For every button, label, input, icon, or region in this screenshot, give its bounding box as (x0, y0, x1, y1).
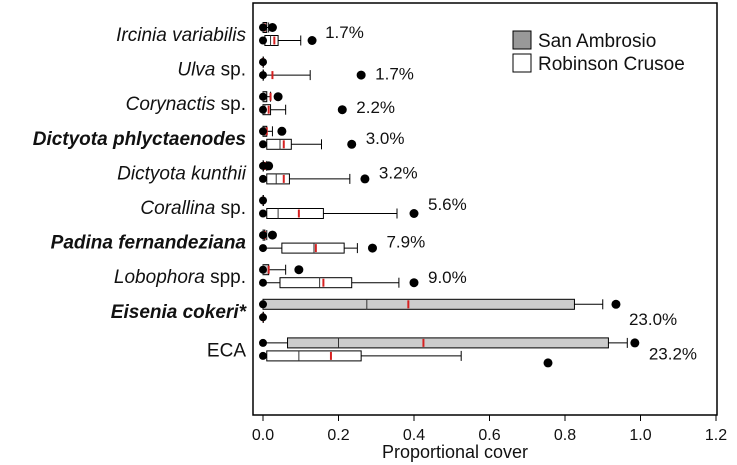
category-suffix-corynactis: sp. (215, 94, 246, 115)
outlier-padina-fernandeziana-sa-0 (267, 230, 277, 240)
x-tick-label-0: 0.0 (252, 427, 274, 444)
percent-label-lobophora: 9.0% (428, 268, 467, 287)
outlier-padina-fernandeziana-rc-0 (367, 243, 377, 253)
category-name-corallina: Corallina (140, 198, 215, 219)
min-point-eca-rc (259, 351, 267, 360)
min-point-dictyota-kunthii-rc (259, 174, 267, 183)
category-name-dictyota-kunthii: Dictyota kunthii (117, 163, 247, 184)
outlier-ircinia-variabilis-rc-0 (307, 36, 317, 45)
category-label-dictyota-phlyctaenodes: Dictyota phlyctaenodes (33, 129, 246, 150)
percent-label-ulva: 1.7% (375, 65, 414, 84)
legend: San Ambrosio Robinson Crusoe (512, 30, 685, 75)
outlier-eca-sa-0 (630, 338, 640, 348)
box-eisenia-cokeri-sa (262, 298, 575, 310)
category-suffix-ulva: sp. (215, 60, 246, 81)
x-tick-label-4: 0.8 (554, 427, 576, 444)
legend-swatch-robinson-crusoe (512, 53, 532, 73)
percent-label-eca: 23.2% (649, 344, 697, 363)
plot-frame (252, 2, 718, 416)
percent-labels: 1.7% 1.7% 2.2% 3.0% 3.2% 5.6%7.9%9.0% 23.0% 23.… (325, 23, 697, 363)
outlier-corynactis-sa-0 (273, 92, 283, 102)
percent-label-dictyota-kunthii: 3.2% (379, 163, 418, 182)
category-name-eca: ECA (207, 340, 246, 361)
min-point-corynactis-sa (259, 92, 267, 101)
percent-label-corynactis: 2.2% (356, 98, 395, 117)
category-label-lobophora: Lobophora spp. (114, 267, 246, 288)
category-name-ircinia-variabilis: Ircinia variabilis (116, 25, 246, 46)
category-name-lobophora: Lobophora (114, 267, 205, 288)
legend-label-san-ambrosio: San Ambrosio (538, 31, 656, 52)
category-name-padina-fernandeziana: Padina fernandeziana (51, 233, 247, 254)
category-label-eca: ECA (207, 340, 246, 361)
outlier-corynactis-rc-0 (337, 105, 347, 115)
category-name-eisenia-cokeri: Eisenia cokeri (111, 302, 240, 323)
outlier-ulva-rc-0 (356, 70, 366, 80)
category-label-ulva: Ulva sp. (177, 60, 246, 81)
box-dictyota-phlyctaenodes-rc (266, 138, 292, 150)
category-label-dictyota-kunthii: Dictyota kunthii (117, 163, 247, 184)
outlier-dictyota-phlyctaenodes-rc-0 (347, 139, 357, 149)
category-suffix-corallina: sp. (215, 198, 246, 219)
box-dictyota-kunthii-rc (266, 173, 290, 185)
min-point-corynactis-rc (259, 105, 267, 114)
box-lobophora-rc (279, 277, 353, 289)
percent-label-dictyota-phlyctaenodes: 3.0% (366, 129, 405, 148)
category-name-corynactis: Corynactis (126, 94, 216, 115)
outlier-ircinia-variabilis-sa-0 (267, 23, 277, 32)
category-label-ircinia-variabilis: Ircinia variabilis (116, 25, 246, 46)
min-point-ulva-sa (259, 58, 267, 67)
min-point-ircinia-variabilis-rc (259, 36, 267, 45)
outlier-dictyota-phlyctaenodes-sa-0 (277, 126, 287, 136)
outlier-eca-rc-0 (543, 358, 553, 368)
legend-swatch-san-ambrosio (512, 30, 532, 50)
x-tick-label-5: 1.0 (629, 427, 651, 444)
box-corallina-rc (266, 208, 324, 219)
outlier-eisenia-cokeri-sa-0 (611, 299, 621, 309)
min-point-dictyota-phlyctaenodes-sa (259, 127, 267, 136)
box-eca-rc (266, 350, 362, 362)
outlier-dictyota-kunthii-sa-0 (264, 161, 274, 171)
min-point-eca-sa (259, 338, 267, 347)
min-point-ircinia-variabilis-sa (259, 23, 267, 32)
category-label-corallina: Corallina sp. (140, 198, 246, 219)
category-name-ulva: Ulva (177, 60, 215, 81)
min-point-corallina-sa (259, 196, 267, 205)
percent-label-corallina: 5.6% (428, 195, 467, 214)
outlier-lobophora-rc-0 (409, 278, 419, 288)
min-point-ulva-rc (259, 71, 267, 80)
boxes-layer (259, 22, 640, 368)
min-point-eisenia-cokeri-sa (259, 300, 267, 309)
category-label-padina-fernandeziana: Padina fernandeziana (51, 233, 247, 254)
outlier-dictyota-kunthii-rc-0 (360, 174, 370, 184)
x-axis: 0.0 0.2 0.4 0.6 0.8 1.0 1.2 (252, 415, 727, 444)
min-point-lobophora-rc (259, 278, 267, 287)
percent-label-eisenia-cokeri: 23.0% (629, 310, 677, 329)
min-point-padina-fernandeziana-rc (259, 244, 267, 253)
min-point-padina-fernandeziana-sa (259, 231, 267, 240)
category-suffix-lobophora: spp. (205, 267, 246, 288)
category-label-eisenia-cokeri: Eisenia cokeri* (111, 302, 248, 323)
x-axis-title: Proportional cover (382, 442, 528, 462)
outlier-corallina-rc-0 (409, 209, 419, 218)
box-padina-fernandeziana-rc (281, 242, 345, 254)
min-point-corallina-rc (259, 209, 267, 218)
outlier-lobophora-sa-0 (294, 265, 304, 275)
percent-label-ircinia-variabilis: 1.7% (325, 23, 364, 42)
percent-label-padina-fernandeziana: 7.9% (386, 233, 425, 252)
x-tick-label-6: 1.2 (705, 427, 727, 444)
min-point-lobophora-sa (259, 265, 267, 274)
category-suffix-eisenia-cokeri: * (239, 302, 248, 323)
min-point-eisenia-cokeri-rc (259, 313, 267, 322)
x-tick-label-1: 0.2 (327, 427, 349, 444)
x-tick-label-2: 0.4 (403, 427, 425, 444)
x-tick-label-3: 0.6 (478, 427, 500, 444)
category-name-dictyota-phlyctaenodes: Dictyota phlyctaenodes (33, 129, 246, 150)
category-label-corynactis: Corynactis sp. (126, 94, 246, 115)
box-eca-sa (287, 337, 609, 349)
legend-label-robinson-crusoe: Robinson Crusoe (538, 54, 685, 75)
min-point-dictyota-phlyctaenodes-rc (259, 140, 267, 149)
